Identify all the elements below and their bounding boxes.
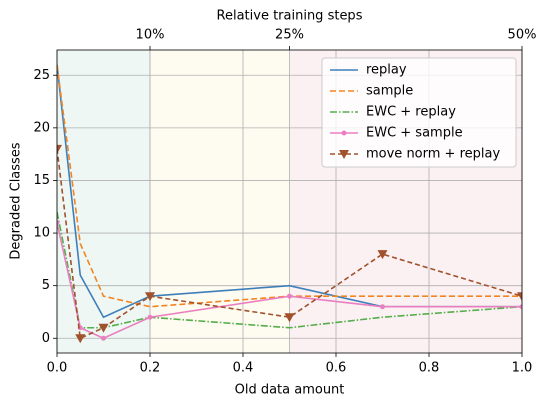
legend-label: sample bbox=[366, 84, 413, 99]
y-tick-label: 25 bbox=[33, 68, 50, 83]
y-tick-label: 15 bbox=[33, 173, 50, 188]
legend-label: replay bbox=[366, 63, 407, 78]
y-tick-label: 10 bbox=[33, 226, 50, 241]
x-tick-label: 0.2 bbox=[140, 361, 161, 376]
y-tick-label: 20 bbox=[33, 120, 50, 135]
shaded-region bbox=[150, 50, 290, 353]
point bbox=[341, 130, 347, 136]
point bbox=[377, 250, 388, 260]
point bbox=[101, 335, 106, 341]
top-tick-label: 50% bbox=[508, 28, 537, 43]
x-tick-label: 1.0 bbox=[512, 361, 533, 376]
x-tick-label: 0.6 bbox=[326, 361, 347, 376]
point bbox=[380, 304, 385, 310]
point bbox=[519, 304, 522, 310]
legend-label: EWC + sample bbox=[366, 126, 463, 141]
point bbox=[145, 292, 155, 302]
point bbox=[287, 293, 292, 299]
x-axis-label: Old data amount bbox=[235, 383, 345, 398]
plot-lines bbox=[57, 64, 522, 344]
legend: replay sample EWC + replay EWC + sample move… bbox=[321, 57, 517, 168]
point bbox=[57, 144, 62, 154]
shaded-region bbox=[57, 50, 150, 353]
series-line bbox=[57, 64, 522, 308]
point bbox=[147, 314, 153, 320]
y-tick-label: 5 bbox=[42, 278, 50, 293]
point bbox=[284, 313, 295, 323]
legend-label: EWC + replay bbox=[366, 105, 456, 120]
point bbox=[75, 334, 86, 344]
legend-box bbox=[321, 57, 517, 168]
x-tick-label: 0.4 bbox=[233, 361, 254, 376]
point bbox=[98, 323, 109, 333]
x-tick-label: 0.8 bbox=[419, 361, 440, 376]
point bbox=[57, 220, 60, 226]
y-axis-label: Degraded Classes bbox=[9, 142, 24, 259]
x-tick-label: 0.0 bbox=[47, 361, 68, 376]
top-tick-label: 25% bbox=[275, 28, 304, 43]
legend-label: move norm + replay bbox=[366, 147, 500, 162]
y-tick-label: 0 bbox=[42, 331, 50, 346]
top-tick-label: 10% bbox=[136, 28, 165, 43]
point bbox=[517, 292, 522, 302]
top-axis-label: Relative training steps bbox=[217, 9, 363, 24]
point bbox=[339, 150, 349, 159]
